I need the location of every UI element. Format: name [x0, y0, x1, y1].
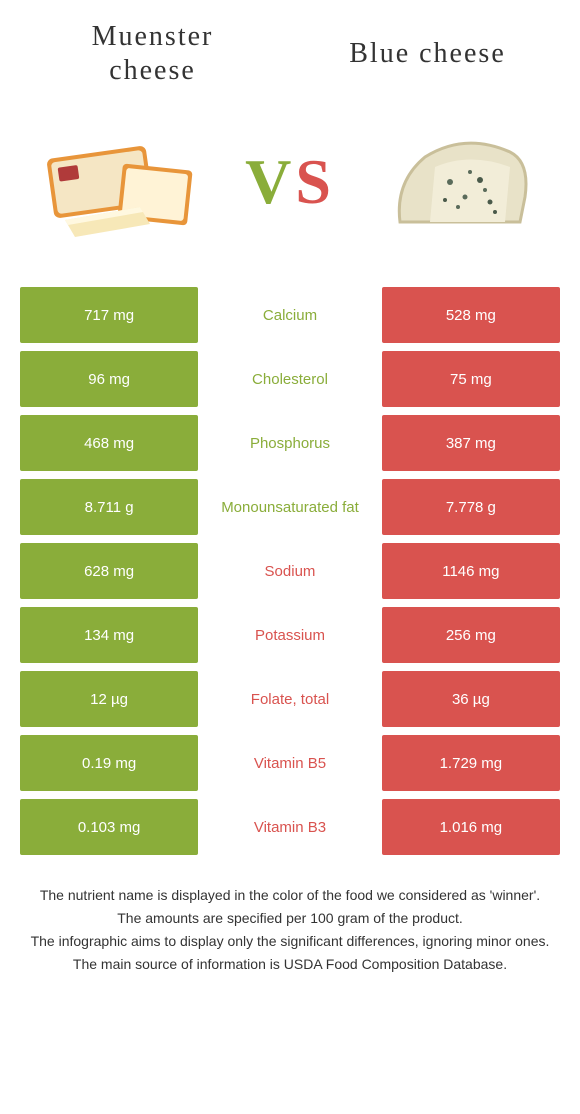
nutrient-name-cell: Folate, total — [198, 671, 382, 727]
table-row: 8.711 gMonounsaturated fat7.778 g — [20, 479, 560, 535]
footer-line-3: The infographic aims to display only the… — [20, 931, 560, 952]
table-row: 717 mgCalcium528 mg — [20, 287, 560, 343]
right-food-title: Blue cheese — [315, 37, 540, 71]
left-value-cell: 0.103 mg — [20, 799, 198, 855]
right-value-cell: 75 mg — [382, 351, 560, 407]
table-row: 628 mgSodium1146 mg — [20, 543, 560, 599]
right-value-cell: 36 µg — [382, 671, 560, 727]
right-value-cell: 1.729 mg — [382, 735, 560, 791]
vs-v: V — [245, 146, 295, 217]
left-value-cell: 717 mg — [20, 287, 198, 343]
footer-line-2: The amounts are specified per 100 gram o… — [20, 908, 560, 929]
left-value-cell: 96 mg — [20, 351, 198, 407]
nutrient-name-cell: Monounsaturated fat — [198, 479, 382, 535]
nutrient-name-cell: Sodium — [198, 543, 382, 599]
left-value-cell: 628 mg — [20, 543, 198, 599]
footer-line-1: The nutrient name is displayed in the co… — [20, 885, 560, 906]
left-title-line1: Muenster — [92, 21, 214, 52]
images-row: VS — [0, 97, 580, 277]
right-value-cell: 1.016 mg — [382, 799, 560, 855]
left-value-cell: 8.711 g — [20, 479, 198, 535]
table-row: 0.19 mgVitamin B51.729 mg — [20, 735, 560, 791]
comparison-table: 717 mgCalcium528 mg 96 mgCholesterol75 mg… — [20, 287, 560, 855]
left-value-cell: 12 µg — [20, 671, 198, 727]
right-value-cell: 387 mg — [382, 415, 560, 471]
vs-s: S — [295, 146, 335, 217]
nutrient-name-cell: Vitamin B3 — [198, 799, 382, 855]
nutrient-name-cell: Calcium — [198, 287, 382, 343]
table-row: 0.103 mgVitamin B31.016 mg — [20, 799, 560, 855]
table-row: 468 mgPhosphorus387 mg — [20, 415, 560, 471]
left-value-cell: 0.19 mg — [20, 735, 198, 791]
right-value-cell: 256 mg — [382, 607, 560, 663]
header: Muenster cheese Blue cheese — [0, 0, 580, 97]
left-title-line2: cheese — [109, 55, 196, 86]
nutrient-name-cell: Vitamin B5 — [198, 735, 382, 791]
muenster-cheese-image — [30, 112, 210, 252]
table-row: 96 mgCholesterol75 mg — [20, 351, 560, 407]
left-value-cell: 134 mg — [20, 607, 198, 663]
vs-label: VS — [245, 145, 335, 219]
footer-line-4: The main source of information is USDA F… — [20, 954, 560, 975]
left-food-title: Muenster cheese — [40, 20, 265, 87]
nutrient-name-cell: Phosphorus — [198, 415, 382, 471]
nutrient-name-cell: Cholesterol — [198, 351, 382, 407]
left-value-cell: 468 mg — [20, 415, 198, 471]
right-value-cell: 7.778 g — [382, 479, 560, 535]
blue-cheese-image — [370, 112, 550, 252]
footer-notes: The nutrient name is displayed in the co… — [0, 885, 580, 975]
right-value-cell: 528 mg — [382, 287, 560, 343]
right-value-cell: 1146 mg — [382, 543, 560, 599]
nutrient-name-cell: Potassium — [198, 607, 382, 663]
table-row: 134 mgPotassium256 mg — [20, 607, 560, 663]
table-row: 12 µgFolate, total36 µg — [20, 671, 560, 727]
